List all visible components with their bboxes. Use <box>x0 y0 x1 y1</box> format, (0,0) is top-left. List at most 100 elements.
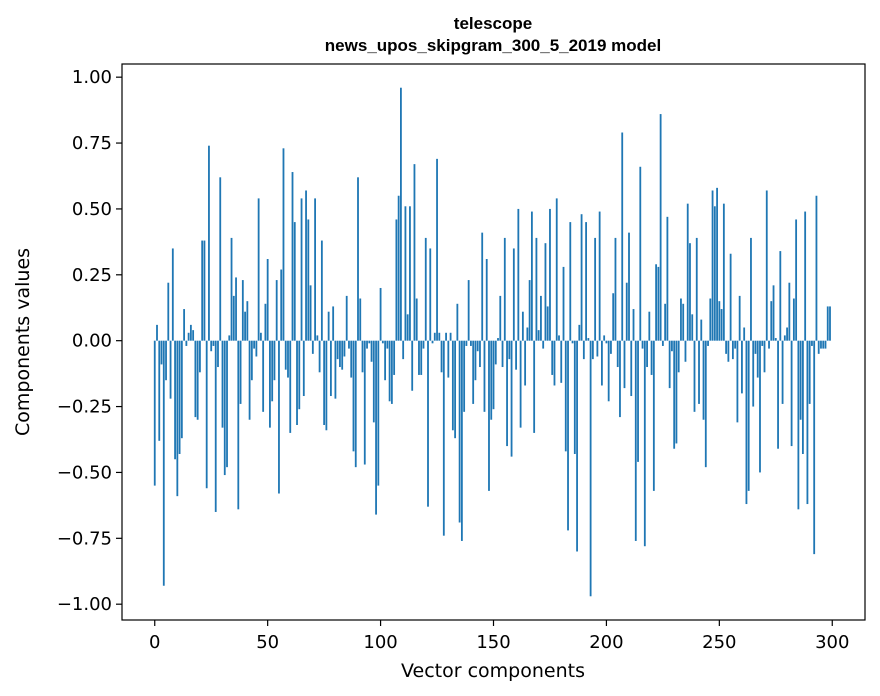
bar <box>237 340 240 510</box>
bar <box>774 338 777 341</box>
bar <box>497 338 499 341</box>
y-tick-label: 0.00 <box>72 331 112 352</box>
x-tick-label: 150 <box>476 632 510 653</box>
bar <box>542 340 545 349</box>
bar <box>454 340 457 439</box>
x-tick-label: 50 <box>256 632 279 653</box>
bar <box>153 340 156 486</box>
bar <box>232 295 235 341</box>
bar <box>393 340 396 375</box>
bar <box>761 340 764 346</box>
bar <box>576 340 578 552</box>
bar <box>553 340 556 386</box>
bar <box>411 340 414 391</box>
bar <box>158 340 161 441</box>
bar <box>788 282 791 341</box>
bar <box>422 340 425 349</box>
bar <box>183 309 186 341</box>
bar <box>666 216 669 341</box>
bar <box>741 340 743 394</box>
bar <box>176 340 179 497</box>
y-axis-label: Components values <box>12 248 34 436</box>
bar <box>628 232 630 341</box>
bar <box>264 303 267 341</box>
bar <box>481 232 484 341</box>
bar <box>549 208 551 341</box>
bar <box>817 340 820 354</box>
bar <box>738 295 741 341</box>
bar <box>160 340 163 365</box>
bar <box>792 298 795 341</box>
bar <box>460 340 463 541</box>
bar <box>824 340 827 349</box>
y-tick-label: 0.75 <box>72 133 112 154</box>
bar <box>323 340 326 425</box>
bar <box>388 340 391 402</box>
bar <box>510 340 513 457</box>
bar <box>438 332 441 341</box>
bar <box>546 306 549 341</box>
bar <box>702 340 705 420</box>
y-tick-label: −0.25 <box>57 397 112 418</box>
bar <box>253 340 256 349</box>
bar <box>327 311 330 341</box>
bar <box>436 158 438 341</box>
bar <box>668 340 671 389</box>
bar <box>786 327 788 341</box>
bar <box>262 340 265 412</box>
bar <box>440 340 443 373</box>
bar <box>180 340 183 439</box>
bar <box>752 340 755 407</box>
bar <box>729 253 732 341</box>
bar <box>713 206 716 341</box>
bar <box>503 237 506 341</box>
bar <box>811 340 813 346</box>
bar <box>400 87 402 341</box>
bar <box>293 222 296 341</box>
bar <box>370 340 373 362</box>
bar <box>772 285 775 341</box>
bar <box>585 222 587 341</box>
bar <box>248 340 251 420</box>
bar <box>241 280 244 341</box>
bar <box>648 311 651 341</box>
bar <box>716 187 718 341</box>
bar <box>754 340 757 354</box>
y-tick-label: −1.00 <box>57 594 112 615</box>
bar <box>551 340 554 375</box>
bar <box>558 335 560 341</box>
bar <box>519 340 522 428</box>
bar <box>691 314 694 341</box>
bar <box>783 335 786 341</box>
bar <box>284 340 287 370</box>
x-tick-label: 200 <box>589 632 623 653</box>
bar <box>829 306 831 341</box>
bar <box>431 340 434 344</box>
bar <box>711 190 714 341</box>
bar <box>463 340 466 412</box>
bar <box>359 298 362 341</box>
bar <box>343 340 346 357</box>
bar <box>804 211 807 341</box>
bar <box>524 340 527 386</box>
bar <box>194 340 197 418</box>
bar <box>329 340 332 397</box>
bar <box>375 340 377 515</box>
bar <box>675 340 678 444</box>
bar <box>517 208 520 341</box>
bar <box>720 309 723 341</box>
bar <box>492 340 495 410</box>
x-tick-label: 100 <box>363 632 397 653</box>
bar <box>485 259 488 341</box>
bar <box>199 340 201 373</box>
bar <box>777 340 779 449</box>
bar <box>652 340 655 491</box>
bar <box>219 177 222 341</box>
bar <box>601 340 603 386</box>
bar <box>305 190 307 341</box>
y-tick-label: −0.75 <box>57 528 112 549</box>
bar <box>467 280 470 341</box>
bar <box>372 340 375 423</box>
bar <box>275 280 278 341</box>
bar <box>650 340 653 375</box>
